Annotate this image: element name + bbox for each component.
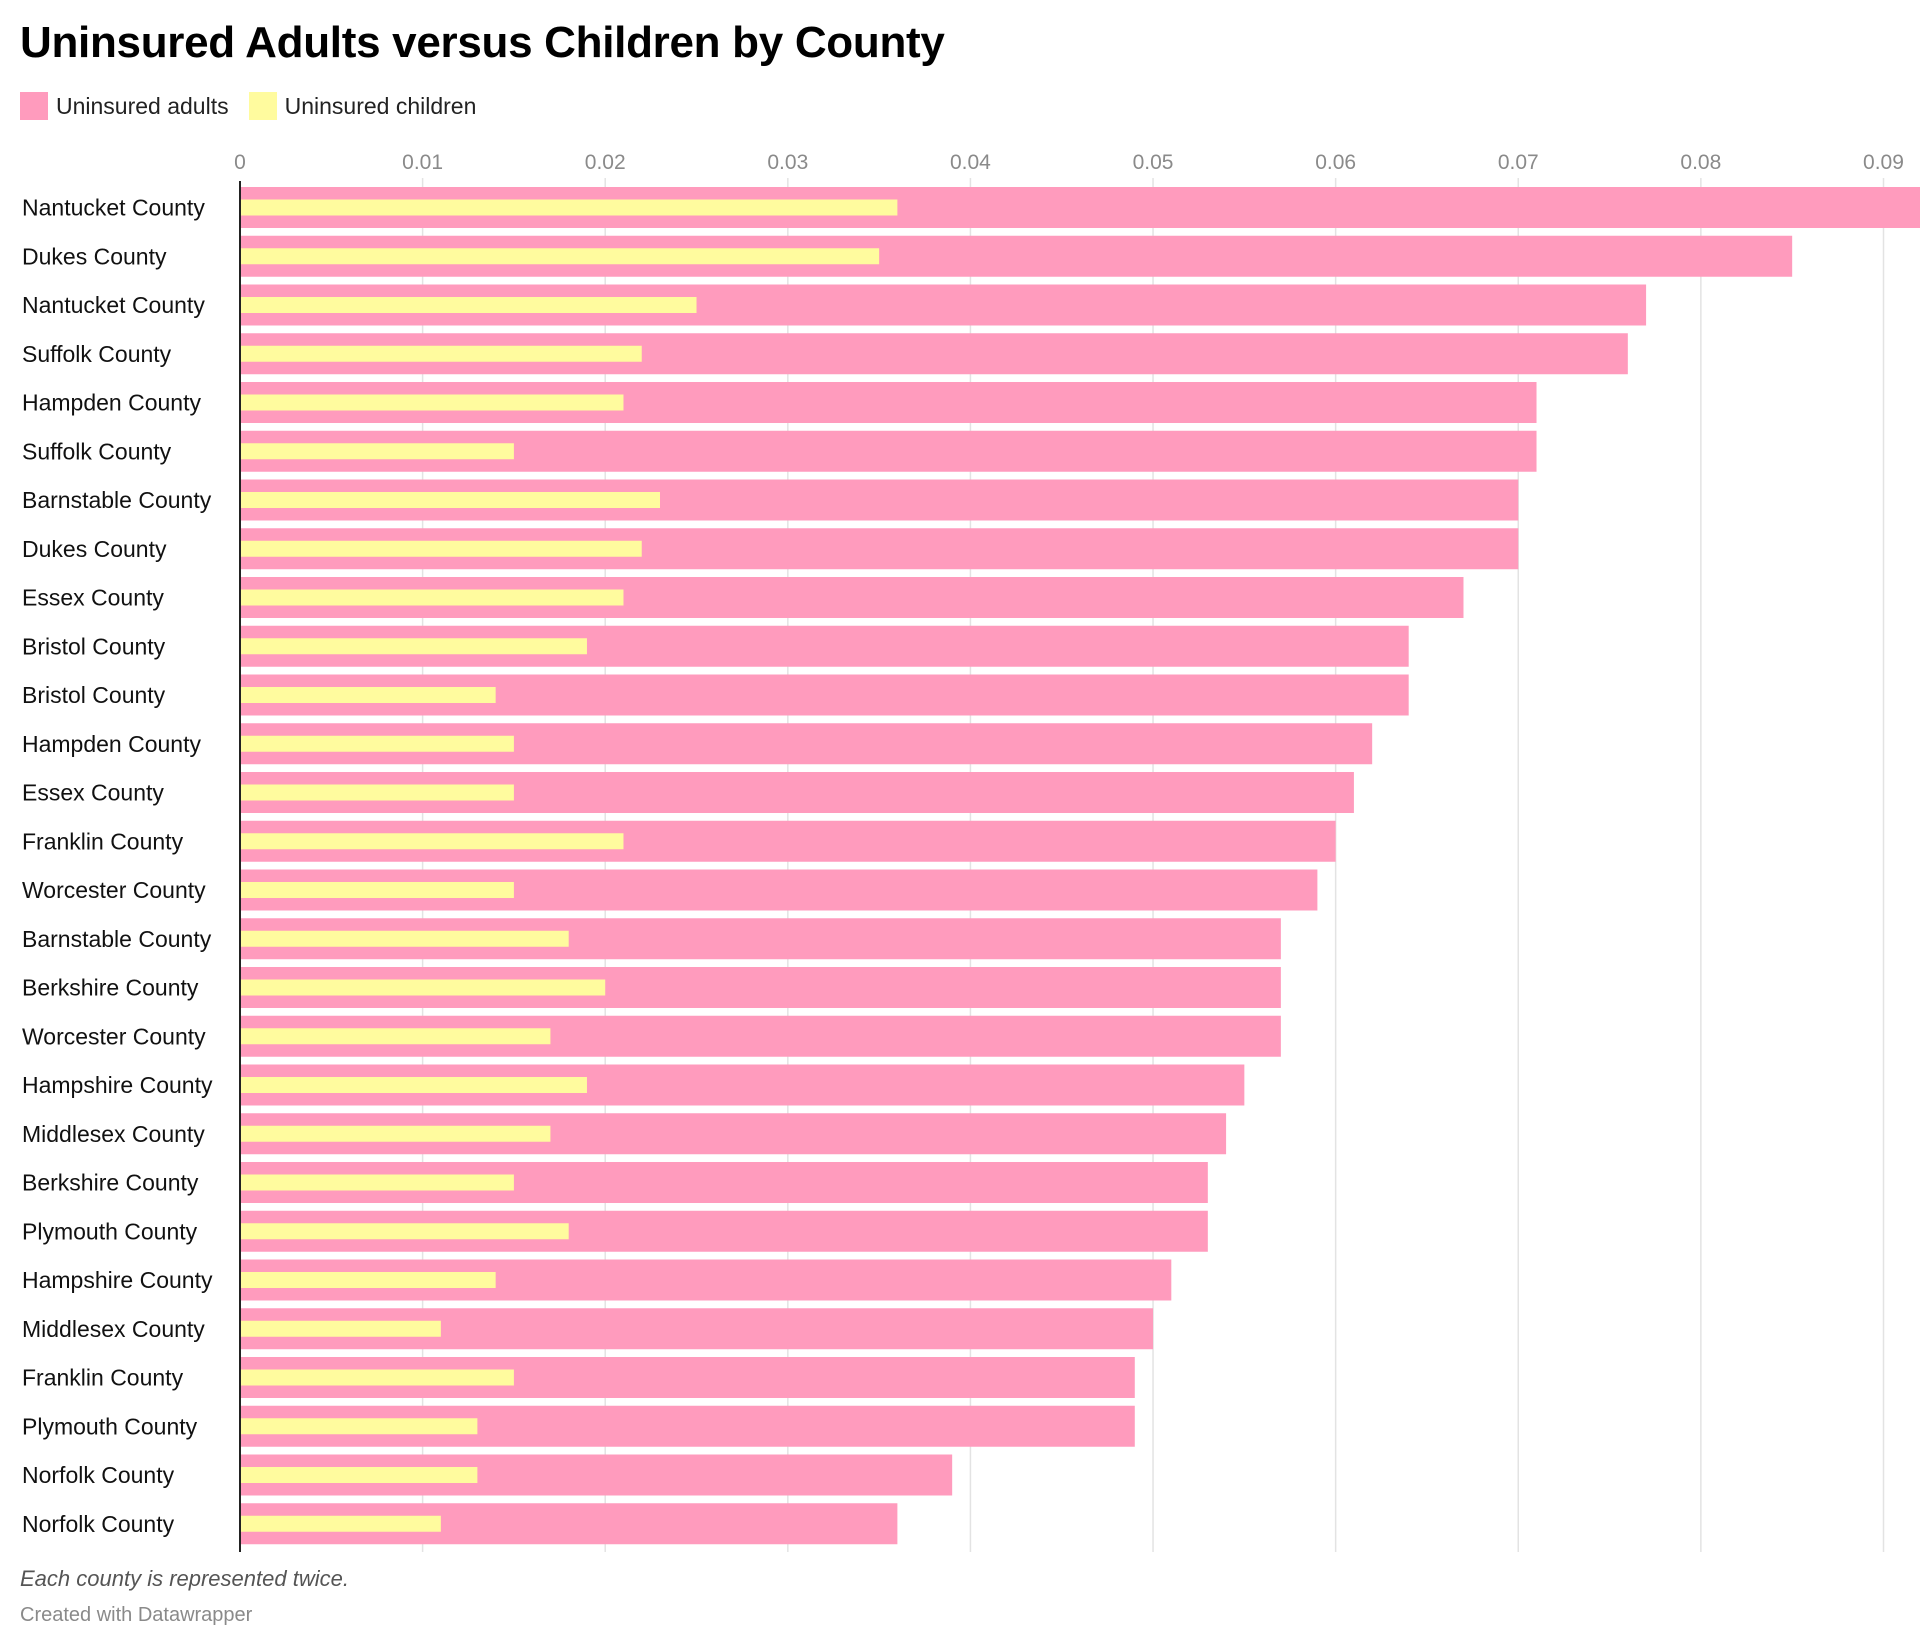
x-tick-label: 0.01 <box>402 151 443 174</box>
bar-uninsured-children <box>240 1028 551 1045</box>
category-label: Hampshire County <box>22 1072 213 1098</box>
x-tick-label: 0 <box>234 151 246 174</box>
bar-uninsured-children <box>240 1515 441 1532</box>
category-label: Norfolk County <box>22 1462 175 1488</box>
x-tick-label: 0.04 <box>950 151 991 174</box>
category-label: Norfolk County <box>22 1511 175 1537</box>
bars <box>240 187 1920 1545</box>
category-label: Franklin County <box>22 1365 184 1391</box>
category-label: Nantucket County <box>22 292 205 318</box>
legend-label-adults: Uninsured adults <box>56 92 229 119</box>
chart-note: Each county is represented twice. <box>20 1566 349 1591</box>
category-label: Barnstable County <box>22 926 212 952</box>
category-label: Essex County <box>22 780 164 806</box>
category-label: Bristol County <box>22 682 166 708</box>
bar-uninsured-children <box>240 589 624 606</box>
bar-uninsured-children <box>240 1223 569 1240</box>
bar-uninsured-children <box>240 735 514 752</box>
bar-chart: 0 0.01 0.02 0.03 0.04 0.05 0.06 0.07 0.08 0.09 Na… <box>22 151 1920 1552</box>
category-label: Suffolk County <box>22 341 172 367</box>
bar-uninsured-children <box>240 687 496 703</box>
bar-uninsured-children <box>240 492 660 508</box>
chart-credit: Created with Datawrapper <box>20 1604 253 1626</box>
bar-uninsured-children <box>240 930 569 947</box>
legend-label-children: Uninsured children <box>284 92 477 119</box>
x-tick-label: 0.05 <box>1133 151 1174 174</box>
category-label: Hampden County <box>22 390 201 416</box>
x-axis-ticks: 0 0.01 0.02 0.03 0.04 0.05 0.06 0.07 0.08 0.09 <box>234 151 1904 174</box>
x-tick-label: 0.08 <box>1680 151 1721 174</box>
bar-uninsured-children <box>240 1320 441 1337</box>
bar-uninsured-children <box>240 638 587 655</box>
chart-title: Uninsured Adults versus Children by Coun… <box>20 18 945 67</box>
bar-uninsured-children <box>240 1125 551 1142</box>
x-tick-label: 0.09 <box>1863 151 1904 174</box>
bar-uninsured-children <box>240 1418 478 1435</box>
category-label: Plymouth County <box>22 1218 198 1244</box>
category-label: Bristol County <box>22 633 166 659</box>
bar-uninsured-children <box>240 297 697 313</box>
category-label: Hampshire County <box>22 1267 213 1293</box>
legend-swatch-children <box>248 92 277 120</box>
category-label: Middlesex County <box>22 1121 205 1147</box>
x-tick-label: 0.03 <box>767 151 808 174</box>
category-label: Worcester County <box>22 1023 206 1049</box>
x-tick-label: 0.07 <box>1498 151 1539 174</box>
legend-item-adults: Uninsured adults <box>20 92 229 120</box>
category-label: Nantucket County <box>22 195 205 221</box>
category-label: Worcester County <box>22 877 206 903</box>
bar-uninsured-children <box>240 833 624 850</box>
category-labels: Nantucket County Dukes County Nantucket Co… <box>22 195 213 1537</box>
bar-uninsured-children <box>240 1174 514 1191</box>
category-label: Hampden County <box>22 731 201 757</box>
bar-uninsured-children <box>240 1077 587 1093</box>
bar-uninsured-children <box>240 540 642 557</box>
bar-uninsured-children <box>240 394 624 411</box>
legend: Uninsured adults Uninsured children <box>20 92 476 120</box>
category-label: Franklin County <box>22 828 184 854</box>
category-label: Dukes County <box>22 536 167 562</box>
category-label: Suffolk County <box>22 438 172 464</box>
bar-uninsured-children <box>240 882 514 898</box>
bar-uninsured-children <box>240 1272 496 1288</box>
category-label: Berkshire County <box>22 1170 199 1196</box>
bar-uninsured-children <box>240 443 514 460</box>
x-tick-label: 0.02 <box>585 151 626 174</box>
x-tick-label: 0.06 <box>1315 151 1356 174</box>
bar-uninsured-children <box>240 248 880 265</box>
legend-item-children: Uninsured children <box>248 92 477 120</box>
bar-uninsured-children <box>240 1369 514 1386</box>
bar-uninsured-children <box>240 345 642 362</box>
bar-uninsured-children <box>240 784 514 801</box>
category-label: Plymouth County <box>22 1413 198 1439</box>
category-label: Barnstable County <box>22 487 212 513</box>
category-label: Middlesex County <box>22 1316 205 1342</box>
bar-uninsured-children <box>240 1467 478 1483</box>
bar-uninsured-children <box>240 199 898 216</box>
legend-swatch-adults <box>20 92 48 120</box>
category-label: Dukes County <box>22 243 167 269</box>
category-label: Essex County <box>22 585 164 611</box>
bar-uninsured-children <box>240 979 606 996</box>
category-label: Berkshire County <box>22 975 199 1001</box>
